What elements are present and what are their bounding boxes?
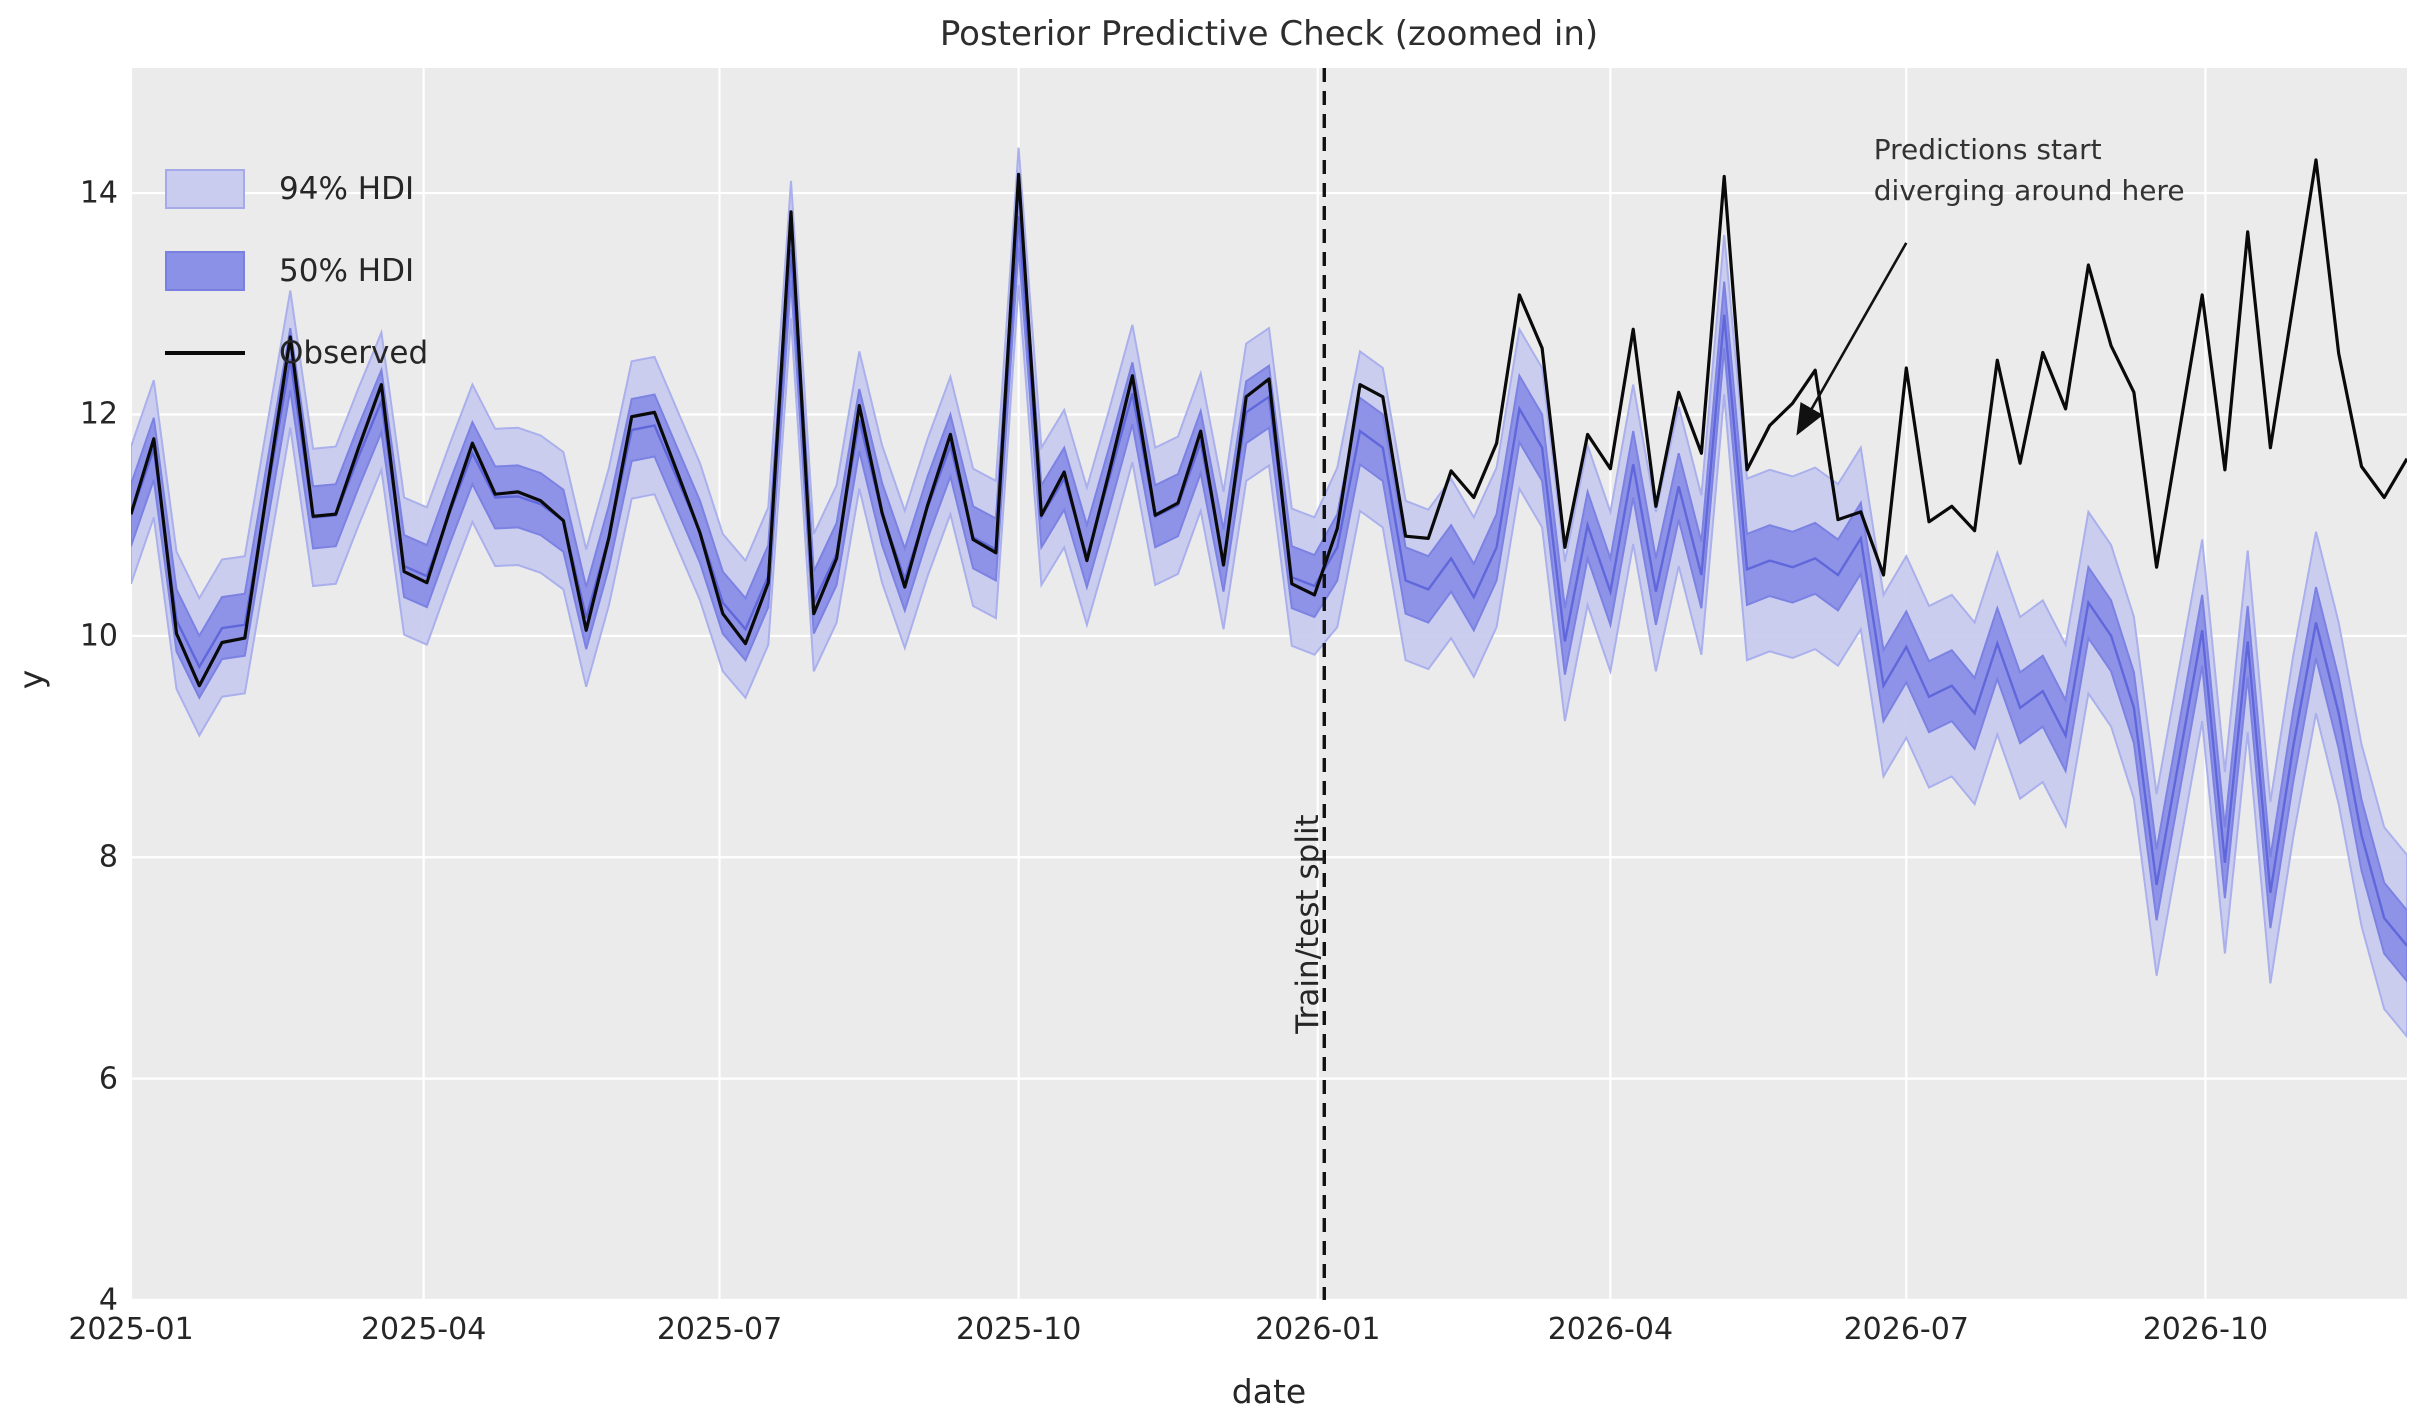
chart-legend: 94% HDI 50% HDI Observed: [165, 160, 428, 406]
y-tick-label: 14: [79, 175, 118, 211]
x-tick-label: 2026-04: [1547, 1312, 1674, 1347]
legend-item-observed: Observed: [165, 324, 428, 382]
legend-label: Observed: [279, 335, 429, 371]
x-tick-label: 2025-01: [68, 1312, 194, 1347]
annotation-line-1: Predictions start: [1873, 132, 2102, 166]
legend-label: 94% HDI: [279, 171, 415, 207]
observed-line-swatch-icon: [165, 351, 245, 355]
y-axis-label: y: [11, 669, 51, 690]
x-tick-label: 2025-10: [955, 1312, 1082, 1347]
y-tick-label: 10: [79, 618, 118, 654]
y-tick-label: 12: [79, 396, 118, 432]
x-axis-label: date: [1231, 1372, 1307, 1411]
train-test-split-label: Train/test split: [1290, 813, 1327, 1034]
y-tick-label: 8: [98, 839, 118, 875]
chart-title: Posterior Predictive Check (zoomed in): [939, 14, 1599, 54]
divergence-annotation: Predictions start diverging around here: [1874, 129, 2185, 211]
hdi-94-swatch-icon: [165, 169, 245, 209]
hdi-50-swatch-icon: [165, 251, 245, 291]
legend-label: 50% HDI: [279, 253, 415, 289]
x-tick-label: 2026-07: [1843, 1312, 1969, 1347]
x-tick-label: 2025-07: [656, 1312, 783, 1347]
x-tick-label: 2025-04: [360, 1312, 487, 1347]
annotation-line-2: diverging around here: [1873, 173, 2185, 207]
legend-item-94-hdi: 94% HDI: [165, 160, 428, 218]
x-tick-label: 2026-01: [1255, 1312, 1381, 1347]
y-tick-label: 6: [98, 1061, 118, 1097]
x-tick-label: 2026-10: [2142, 1312, 2269, 1347]
legend-item-50-hdi: 50% HDI: [165, 242, 428, 300]
y-tick-label: 4: [98, 1282, 118, 1318]
